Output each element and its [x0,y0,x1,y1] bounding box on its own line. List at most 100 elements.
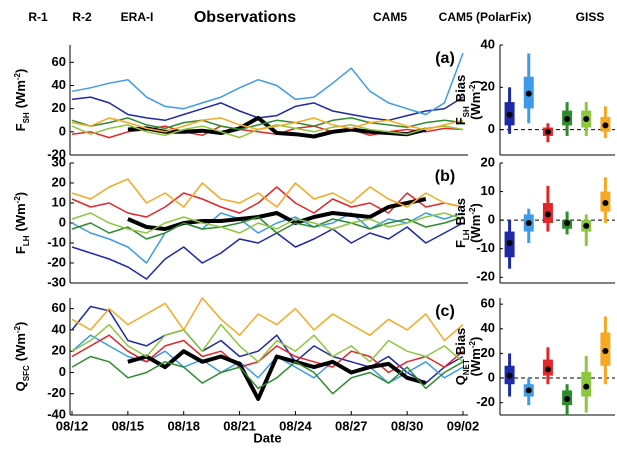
y-tick-label: 40 [481,36,495,51]
legend-label: R-2 [72,10,92,24]
series-line [71,212,464,234]
label-part: (Wm [468,92,483,120]
median [506,240,513,246]
label-part: -2 [468,84,477,92]
label-part: ) [468,80,483,84]
label-part: -2 [468,207,477,215]
x-tick-label: 08/21 [223,418,256,433]
label-part: Q [13,381,28,391]
y-tick-label: 30 [52,154,66,169]
median [525,220,532,226]
label-part: -2 [468,340,477,348]
y-tick-label: 20 [52,100,66,115]
label-part: (Wm [13,203,28,231]
legend-label: ERA-I [121,10,154,24]
x-tick-label: 08/24 [279,418,312,433]
x-tick-label: 08/30 [391,418,424,433]
median [564,395,571,402]
y-axis-label: FSH Bias [453,75,470,126]
y-tick-label: 20 [52,174,66,189]
series-line [71,297,464,342]
label-part: Bias [453,328,468,355]
y-axis-label: FSH (Wm-2) [13,69,31,132]
series-line [127,197,427,231]
label-part: (Wm [13,333,28,361]
y-tick-label: -40 [47,406,66,421]
series-line [71,305,464,384]
label-part: SH [462,106,471,117]
label-part: -2 [13,196,22,204]
y-axis-label: FLH (Wm-2) [13,192,31,254]
median [564,116,571,123]
y-tick-label: 20 [481,154,495,169]
y-tick-label: 0 [59,364,66,379]
series-line [71,117,464,133]
y-tick-label: -10 [47,234,66,249]
y-tick-label: 0 [488,121,495,136]
label-part: Bias [453,75,468,102]
median [544,366,551,373]
series-line [71,216,464,240]
y-axis-label: QNET Bias [453,328,470,386]
y-tick-label: 0 [488,212,495,227]
y-tick-label: 20 [52,343,66,358]
label-part: (Wm [13,80,28,108]
y-tick-label: -20 [476,394,495,409]
series-line [71,117,464,131]
series-line [71,222,464,280]
y-tick-label: 10 [481,183,495,198]
y-tick-label: 20 [481,345,495,360]
label-part: ) [468,337,483,341]
label-part: Q [453,375,468,385]
label-part: (Wm [468,348,483,376]
legend-label: Observations [194,9,296,26]
panel-label: (a) [435,50,455,67]
x-axis-label: Date [253,430,281,445]
label-part: Bias [453,198,468,225]
median [583,222,590,229]
legend-label: CAM5 (PolarFix) [439,10,532,24]
y-tick-label: 60 [52,54,66,69]
y-tick-label: -20 [47,254,66,269]
y-tick-label: 60 [481,296,495,311]
legend-label: R-1 [28,10,48,24]
label-part: ) [13,192,28,196]
y-axis-label: QSFC (Wm-2) [13,322,31,392]
y-tick-label: 60 [52,300,66,315]
y-tick-label: -20 [47,385,66,400]
y-axis-label: FLH Bias [453,198,470,248]
y-tick-label: 0 [488,369,495,384]
median [544,128,551,135]
x-tick-label: 08/27 [335,418,368,433]
y-tick-label: 10 [52,194,66,209]
median [583,383,590,390]
series-line [71,323,464,363]
label-part: ) [13,69,28,73]
legend-label: GISS [576,10,605,24]
x-tick-label: 09/02 [447,418,480,433]
y-tick-label: 20 [481,79,495,94]
y-tick-label: -20 [47,146,66,161]
label-part: F [13,123,28,131]
y-tick-label: -30 [47,274,66,289]
y-tick-label: 40 [52,77,66,92]
median [602,122,609,129]
x-tick-label: 08/15 [112,418,145,433]
x-tick-label: 08/18 [167,418,200,433]
y-axis-label: (Wm-2) [468,80,484,120]
median [583,116,590,123]
label-part: SH [22,112,31,123]
y-tick-label: 0 [59,123,66,138]
median [564,220,571,226]
label-part: LH [22,235,31,246]
median [602,347,609,354]
label-part: F [453,117,468,125]
median [525,387,532,394]
legend-label: CAM5 [373,10,407,24]
label-part: SFC [22,365,31,381]
y-axis-label: (Wm-2) [468,337,484,377]
label-part: ) [468,203,483,207]
series-line [71,334,464,374]
median [544,211,551,218]
